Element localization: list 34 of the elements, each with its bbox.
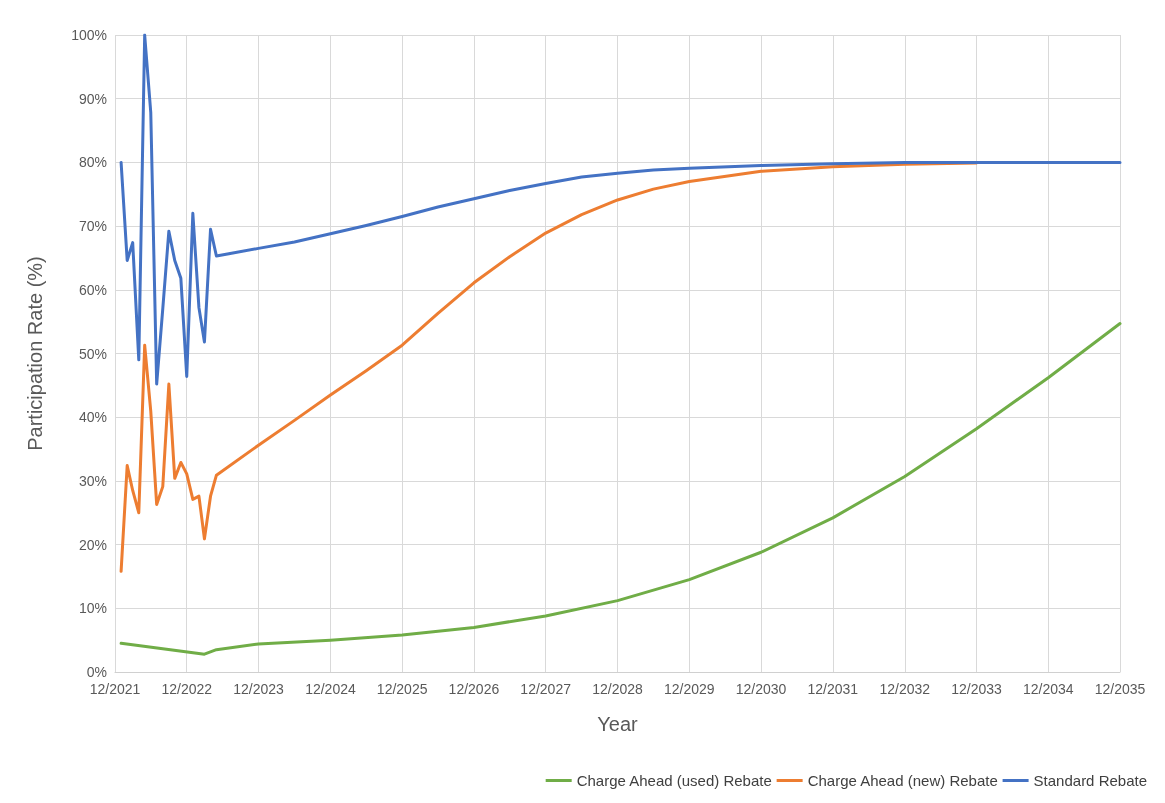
x-tick-label: 12/2031 bbox=[807, 681, 859, 697]
line-series bbox=[119, 33, 1122, 386]
legend-label: Standard Rebate bbox=[1033, 772, 1148, 789]
x-tick-label: 12/2024 bbox=[305, 681, 356, 697]
legend-label: Charge Ahead (used) Rebate bbox=[576, 772, 772, 789]
x-tick-label: 12/2026 bbox=[448, 681, 500, 697]
y-tick-label: 10% bbox=[78, 600, 107, 617]
y-tick-label: 50% bbox=[78, 345, 107, 362]
x-tick-label: 12/2021 bbox=[89, 681, 141, 697]
x-tick-label: 12/2033 bbox=[951, 681, 1003, 697]
y-axis-title: Participation Rate (%) bbox=[24, 256, 46, 451]
y-tick-label: 30% bbox=[78, 472, 107, 489]
x-tick-label: 12/2023 bbox=[233, 681, 284, 697]
line-series bbox=[119, 161, 979, 573]
line-series bbox=[119, 322, 1122, 656]
x-axis-title: Year bbox=[597, 713, 639, 735]
y-tick-label: 70% bbox=[78, 218, 107, 235]
y-tick-label: 0% bbox=[86, 664, 107, 680]
x-tick-label: 12/2030 bbox=[735, 681, 787, 697]
y-tick-label: 40% bbox=[78, 409, 107, 426]
x-tick-label: 12/2035 bbox=[1094, 681, 1146, 697]
x-tick-label: 12/2034 bbox=[1022, 681, 1074, 697]
y-tick-label: 80% bbox=[78, 154, 107, 171]
x-tick-label: 12/2025 bbox=[376, 681, 428, 697]
x-tick-label: 12/2027 bbox=[520, 681, 572, 697]
y-tick-label: 90% bbox=[78, 90, 107, 107]
y-tick-label: 20% bbox=[78, 536, 107, 553]
y-tick-label: 100% bbox=[71, 27, 107, 43]
x-tick-label: 12/2022 bbox=[161, 681, 213, 697]
y-tick-label: 60% bbox=[78, 281, 107, 298]
x-tick-label: 12/2028 bbox=[592, 681, 644, 697]
legend-label: Charge Ahead (new) Rebate bbox=[807, 772, 998, 789]
x-tick-label: 12/2029 bbox=[664, 681, 715, 697]
x-tick-label: 12/2032 bbox=[879, 681, 931, 697]
